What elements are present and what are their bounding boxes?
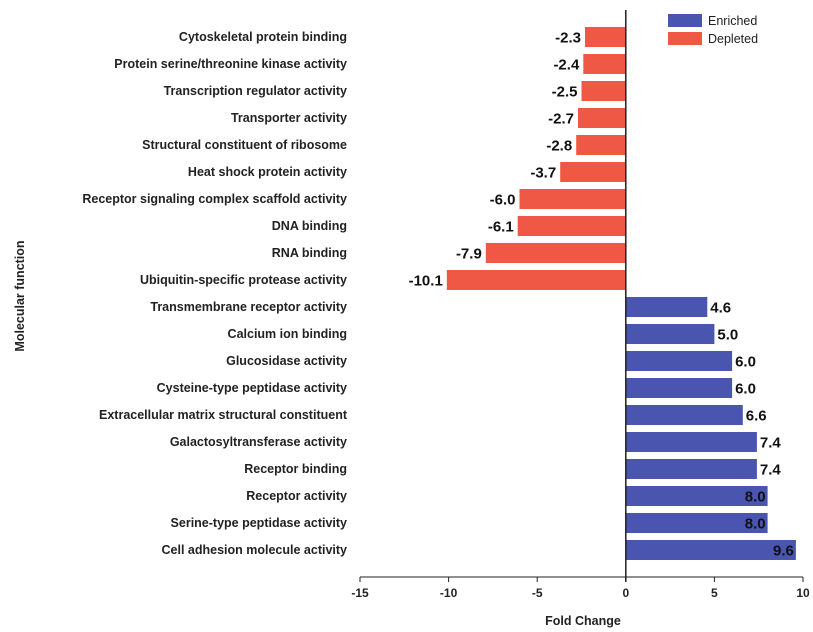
bar [625,378,733,398]
category-label: Cell adhesion molecule activity [162,543,348,557]
value-label: -6.1 [488,219,514,236]
x-tick-label: 10 [796,586,810,600]
bar [625,432,757,452]
bar [625,486,768,506]
legend: Enriched Depleted [668,14,758,46]
value-label: 6.6 [746,408,767,425]
value-label: 7.4 [760,435,782,452]
x-axis-title: Fold Change [545,614,621,628]
category-label: Receptor signaling complex scaffold acti… [82,192,347,206]
bar [585,27,626,47]
value-label: 8.0 [745,516,766,533]
legend-swatch [668,32,702,45]
value-label: -3.7 [530,165,556,182]
category-label: Serine-type peptidase activity [171,516,348,530]
value-label: 5.0 [717,327,738,344]
value-label: 7.4 [760,462,782,479]
x-tick-label: 5 [711,586,718,600]
bar [578,108,626,128]
category-label: RNA binding [272,246,347,260]
y-axis-title: Molecular function [13,240,27,351]
category-label: Receptor activity [246,489,347,503]
value-label: -6.0 [490,192,516,209]
bar [625,405,743,425]
legend-swatch [668,14,702,27]
category-label: Calcium ion binding [228,327,347,341]
value-label: 4.6 [710,300,731,317]
bar [625,351,733,371]
value-label: -10.1 [409,273,443,290]
category-label: Structural constituent of ribosome [142,138,347,152]
bar [485,243,626,263]
value-label: -2.8 [546,138,572,155]
value-label: 6.0 [735,381,756,398]
x-tick-label: -5 [532,586,543,600]
category-label: Transmembrane receptor activity [150,300,347,314]
category-label: Ubiquitin-specific protease activity [140,273,347,287]
value-label: -2.5 [552,84,578,101]
bar [519,189,626,209]
x-tick-label: 0 [622,586,629,600]
plot-area: Cytoskeletal protein binding -2.3 Protein … [82,10,810,600]
category-label: Receptor binding [244,462,347,476]
category-label: DNA binding [272,219,347,233]
category-label: Glucosidase activity [226,354,347,368]
category-label: Cytoskeletal protein binding [179,30,347,44]
bar [625,459,757,479]
category-label: Extracellular matrix structural constitu… [99,408,348,422]
bar [583,54,626,74]
bar [576,135,626,155]
bar [446,270,626,290]
bar [625,324,715,344]
bar [581,81,626,101]
legend-label: Enriched [708,14,757,28]
value-label: -2.4 [553,57,580,74]
category-label: Galactosyltransferase activity [170,435,347,449]
bar [625,513,768,533]
category-label: Transporter activity [231,111,347,125]
value-label: -2.3 [555,30,581,47]
value-label: 8.0 [745,489,766,506]
x-tick-label: -15 [351,586,369,600]
category-label: Protein serine/threonine kinase activity [114,57,347,71]
category-label: Heat shock protein activity [188,165,347,179]
legend-label: Depleted [708,32,758,46]
bar [625,540,796,560]
bar [560,162,626,182]
value-label: 6.0 [735,354,756,371]
bar [517,216,626,236]
value-label: -7.9 [456,246,482,263]
value-label: -2.7 [548,111,574,128]
bar [625,297,708,317]
value-label: 9.6 [773,543,794,560]
x-tick-label: -10 [440,586,458,600]
category-label: Transcription regulator activity [164,84,347,98]
category-label: Cysteine-type peptidase activity [157,381,347,395]
